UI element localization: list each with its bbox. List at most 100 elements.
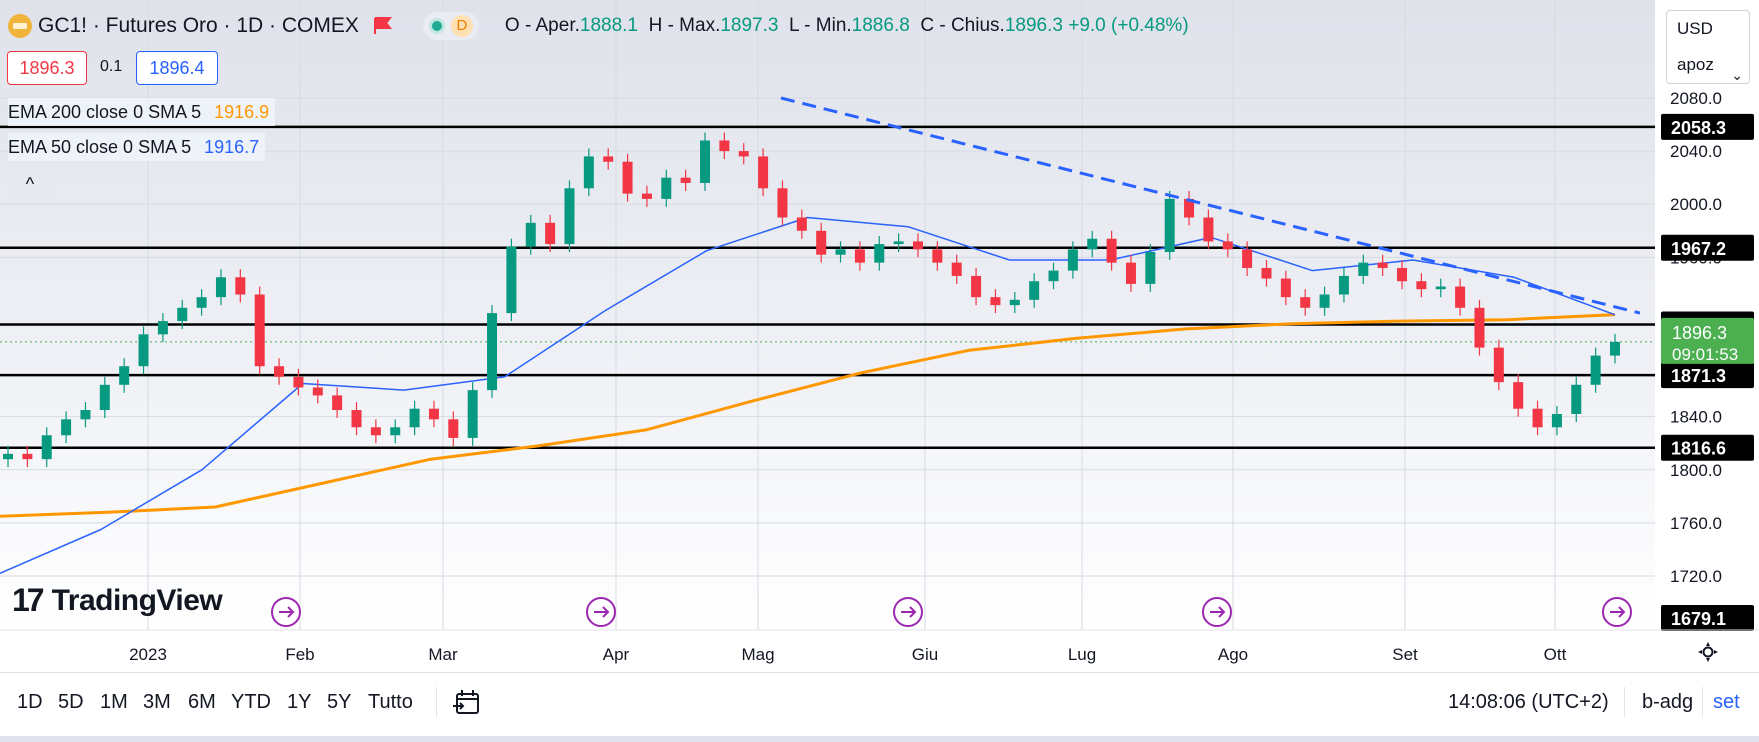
candle-body (41, 435, 52, 460)
change-value: +9.0 (+0.48%) (1068, 15, 1189, 36)
time-tick-label: Ago (1218, 645, 1248, 664)
range-1y[interactable]: 1Y (287, 691, 312, 713)
candle-body (332, 395, 343, 411)
currency-selector[interactable]: USD apoz ⌄ (1666, 10, 1750, 84)
horizontal-gridlines (0, 97, 1655, 577)
dashed-trendline (780, 96, 1641, 315)
open-value: 1888.1 (579, 15, 638, 36)
watermark-text: TradingView (51, 583, 223, 617)
indicator-ema-50[interactable]: EMA 50 close 0 SMA 5 1916.7 (8, 133, 266, 161)
price-tick-label: 1800.0 (1670, 461, 1722, 480)
candle-body (99, 384, 110, 411)
indicator-ema-200[interactable]: EMA 200 close 0 SMA 5 1916.9 (8, 98, 276, 126)
event-arrow-icon (594, 606, 610, 618)
candle-body (951, 262, 962, 276)
price-chart[interactable]: 2080.02040.02000.01960.01840.01800.01760… (0, 0, 1759, 672)
candle-body (1532, 408, 1543, 428)
high-value: 1897.3 (720, 15, 779, 36)
settlement-toggle[interactable]: set (1713, 691, 1740, 713)
candle-body (719, 140, 730, 152)
window-bottom-edge (0, 736, 1759, 742)
level-tag-label: 2058.3 (1671, 118, 1726, 138)
candle-body (274, 366, 285, 377)
flag-icon[interactable] (373, 17, 393, 35)
candle-body (545, 222, 556, 245)
range-all[interactable]: Tutto (368, 691, 413, 713)
tradingview-watermark: 17 TradingView (12, 582, 223, 619)
candle-body (777, 188, 788, 218)
candle-body (971, 275, 982, 298)
candle-body (254, 294, 265, 367)
price-tick-label: 1760.0 (1670, 514, 1722, 533)
market-open-dot-icon (428, 18, 445, 34)
time-tick-label: Mag (741, 645, 774, 664)
candle-body (932, 249, 943, 263)
market-status-letter: D (450, 15, 473, 37)
candle-body (22, 453, 33, 460)
range-5d[interactable]: 5D (58, 691, 84, 713)
range-1d[interactable]: 1D (17, 691, 43, 713)
candle-body (1493, 347, 1504, 383)
clock-timezone[interactable]: 14:08:06 (UTC+2) (1448, 691, 1609, 713)
candle-body (816, 230, 827, 255)
candles (3, 132, 1620, 468)
vertical-gridlines (147, 0, 1556, 630)
candle-body (370, 427, 381, 436)
candle-body (912, 241, 923, 250)
time-axis: 2023 Feb Mar Apr Mag Giu Lug Ago Set Ott (129, 645, 1567, 664)
level-tag (1661, 434, 1754, 461)
event-arrow-icon (1610, 606, 1626, 618)
tradingview-logo-icon: 17 (12, 582, 45, 618)
candle-body (796, 217, 807, 231)
candle-body (622, 161, 633, 194)
currency-label: USD (1677, 19, 1713, 38)
candle-body (138, 334, 149, 367)
axis-min-label: 1679.1 (1671, 609, 1726, 629)
indicator-value: 1916.7 (204, 137, 260, 157)
collapse-legend-button[interactable]: ^ (10, 170, 50, 198)
price-axis: 2080.02040.02000.01960.01840.01800.01760… (1661, 89, 1754, 631)
sell-button[interactable]: 1896.3 (7, 51, 87, 85)
range-5y[interactable]: 5Y (327, 691, 352, 713)
range-6m[interactable]: 6M (188, 691, 216, 713)
price-tick-label: 2000.0 (1670, 195, 1722, 214)
candle-body (1222, 241, 1233, 250)
close-value: 1896.3 (1004, 15, 1063, 36)
calendar-goto-icon[interactable] (452, 687, 482, 717)
range-3m[interactable]: 3M (143, 691, 171, 713)
ohlc-readout: O - Aper.1888.1 H - Max.1897.3 L - Min.1… (505, 15, 1189, 37)
candle-body (1590, 355, 1601, 385)
candle-body (428, 408, 439, 420)
candle-body (1610, 341, 1620, 356)
bottom-toolbar: 1D 5D 1M 3M 6M YTD 1Y 5Y Tutto 14:08:06 … (0, 672, 1759, 737)
level-tag (1661, 362, 1754, 389)
candle-body (1280, 278, 1291, 298)
candle-body (1551, 414, 1562, 428)
level-tag-label: 1967.2 (1671, 239, 1726, 259)
candle-body (1513, 382, 1524, 409)
plot-background (0, 0, 1655, 630)
range-ytd[interactable]: YTD (231, 691, 271, 713)
level-tag-label: 1871.3 (1671, 366, 1726, 386)
candle-body (177, 307, 188, 322)
time-tick-label: Lug (1068, 645, 1096, 664)
candle-body (1087, 238, 1098, 250)
buy-button[interactable]: 1896.4 (136, 51, 218, 85)
indicator-label: EMA 200 close 0 SMA 5 (8, 102, 202, 122)
candle-body (1184, 198, 1195, 218)
event-arrow-icon (1210, 606, 1226, 618)
candle-body (854, 249, 865, 263)
ema-50-polyline (0, 216, 1616, 574)
candle-body (1397, 267, 1408, 282)
gear-icon[interactable] (1696, 640, 1720, 664)
candle-body (312, 387, 323, 396)
candle-body (506, 246, 517, 314)
market-status-pill[interactable]: D (422, 12, 479, 40)
indicator-label: EMA 50 close 0 SMA 5 (8, 137, 192, 157)
axis-min-tag (1661, 605, 1754, 631)
range-1m[interactable]: 1M (100, 691, 128, 713)
candle-body (700, 140, 711, 183)
symbol-title[interactable]: GC1! · Futures Oro · 1D · COMEX (38, 14, 359, 37)
candle-body (390, 427, 401, 436)
adjustment-toggle[interactable]: b-adg (1642, 691, 1694, 713)
